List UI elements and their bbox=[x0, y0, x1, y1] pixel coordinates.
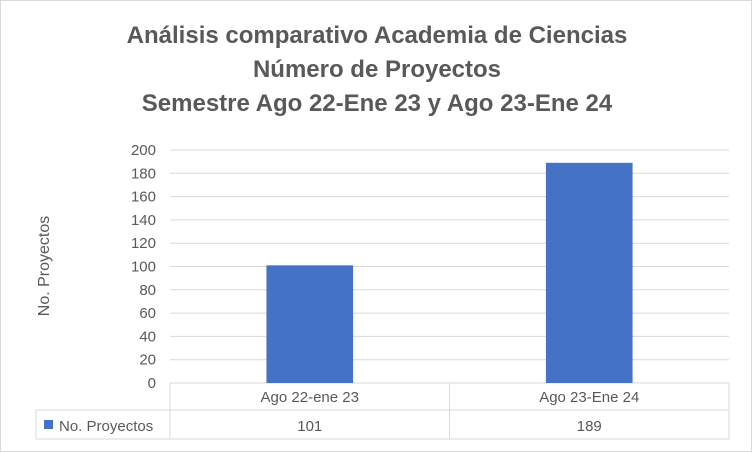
y-axis-ticks: 0 20 40 60 80 100 120 140 160 180 200 bbox=[131, 142, 156, 392]
data-table-value: 101 bbox=[297, 418, 322, 435]
chart-title-line-2: Número de Proyectos bbox=[252, 56, 502, 83]
y-axis-label: No. Proyectos bbox=[36, 216, 53, 316]
y-tick-label: 120 bbox=[131, 235, 156, 252]
chart-title-line-3: Semestre Ago 22-Ene 23 y Ago 23-Ene 24 bbox=[141, 90, 613, 117]
chart-title-line-1: Análisis comparativo Academia de Ciencia… bbox=[126, 22, 628, 49]
y-tick-label: 60 bbox=[139, 305, 156, 322]
y-tick-label: 180 bbox=[131, 165, 156, 182]
y-tick-label: 200 bbox=[131, 142, 156, 159]
gridlines bbox=[170, 149, 729, 384]
legend-key bbox=[44, 420, 53, 429]
bars bbox=[266, 162, 633, 383]
category-label: Ago 23-Ene 24 bbox=[539, 389, 639, 406]
bar bbox=[266, 265, 354, 383]
y-tick-label: 20 bbox=[139, 352, 156, 369]
y-tick-label: 140 bbox=[131, 212, 156, 229]
data-table-value: 189 bbox=[577, 418, 602, 435]
chart-title: Análisis comparativo Academia de Ciencia… bbox=[1, 19, 752, 121]
data-table: No. Proyectos Ago 22-ene 23 101 Ago 23-Ene… bbox=[35, 383, 730, 440]
y-tick-label: 0 bbox=[148, 375, 156, 392]
data-table-row-label: No. Proyectos bbox=[59, 418, 153, 435]
y-tick-label: 80 bbox=[139, 282, 156, 299]
y-tick-label: 100 bbox=[131, 259, 156, 276]
bar bbox=[545, 162, 633, 383]
y-tick-label: 40 bbox=[139, 328, 156, 345]
category-label: Ago 22-ene 23 bbox=[261, 389, 359, 406]
y-tick-label: 160 bbox=[131, 189, 156, 206]
